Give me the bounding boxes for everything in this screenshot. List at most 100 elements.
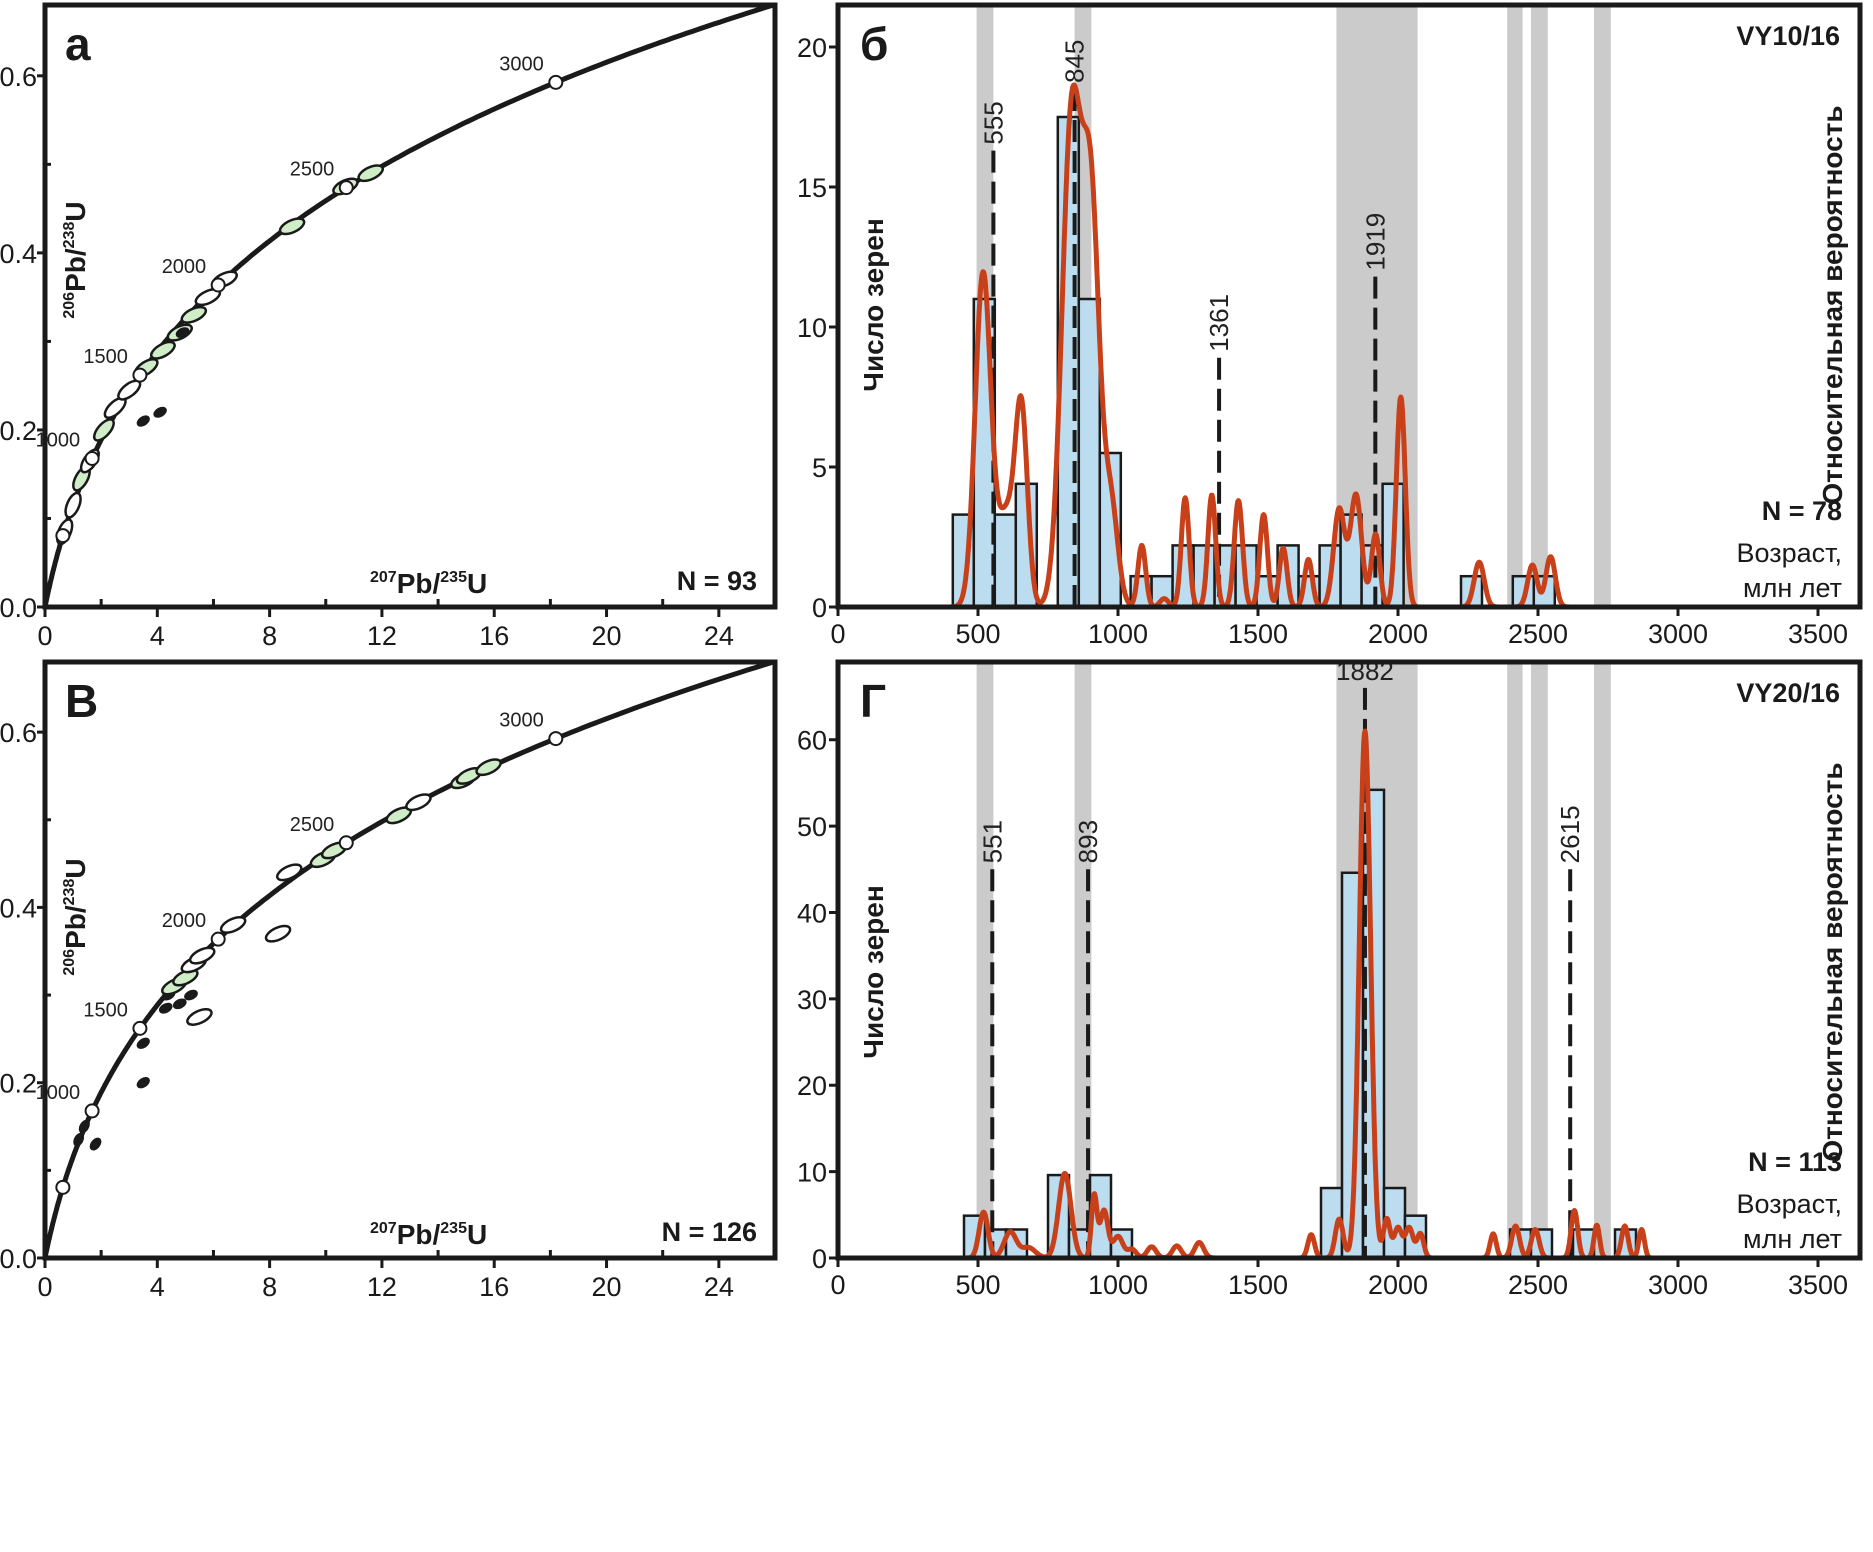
y-tick-label: 0.6 [0,718,37,748]
element-text: Pb/ [60,248,91,292]
x-tick-label: 4 [150,621,165,651]
y-tick-label: 0 [812,593,827,623]
y-axis-title: Число зерен [858,885,889,1058]
error-ellipse [172,998,187,1010]
peak-age-label: 551 [977,820,1007,863]
isotope-superscript: 207 [370,569,397,586]
concordia-age-label: 2500 [290,159,335,181]
y-tick-label: 5 [812,453,827,483]
concordia-curve [45,662,775,1258]
y-tick-label: 0.0 [0,1244,37,1274]
reference-age-band [1074,662,1092,1258]
y-tick-label: 0.4 [0,893,37,923]
x-tick-label: 24 [704,621,734,651]
concordia-age-marker [132,367,148,383]
x-tick-label: 2500 [1508,1270,1568,1300]
y-tick-label: 0.6 [0,62,37,92]
y-tick-label: 10 [797,313,827,343]
x-tick-label: 3500 [1788,619,1848,649]
reference-age-band [1507,662,1523,1258]
y-tick-label: 20 [797,1071,827,1101]
y-tick-label: 40 [797,898,827,928]
y-tick-label: 30 [797,985,827,1015]
x-axis-title: 207Pb/235U [370,1219,487,1250]
x-tick-label: 1000 [1088,1270,1148,1300]
x-tick-label: 2000 [1368,619,1428,649]
element-text: U [60,858,91,878]
x-axis-title: 207Pb/235U [370,568,487,599]
x-tick-label: 20 [592,1272,622,1302]
y-tick-label: 0.4 [0,239,37,269]
x-axis-title-line2: млн лет [1743,573,1842,603]
concordia-age-label: 1500 [83,999,128,1021]
reference-age-band [1594,662,1611,1258]
y-tick-label: 0 [812,1244,827,1274]
concordia-age-label: 1500 [83,346,128,368]
peak-age-label: 845 [1060,40,1090,83]
error-ellipse [64,491,82,519]
concordia-age-label: 3000 [499,710,544,732]
x-tick-label: 12 [367,1272,397,1302]
concordia-age-marker [338,180,354,196]
reference-age-band [1531,662,1548,1258]
concordia-age-marker [55,1179,71,1195]
isotope-superscript: 238 [61,222,78,249]
reference-age-band [976,662,994,1258]
concordia-age-marker [132,1020,148,1036]
x-tick-label: 8 [262,1272,277,1302]
y-tick-label: 0.2 [0,1069,37,1099]
element-text: Pb/ [397,568,441,599]
y-axis-title: 206Pb/238U [60,858,91,975]
x-axis-title-line1: Возраст, [1736,1189,1842,1219]
sample-id-label: VY10/16 [1736,21,1840,51]
error-ellipse [136,1037,150,1049]
x-tick-label: 0 [37,621,52,651]
peak-age-label: 893 [1073,820,1103,863]
error-ellipse [180,305,208,324]
concordia-age-marker [210,277,226,293]
error-ellipse [475,758,502,777]
x-tick-label: 20 [592,621,622,651]
x-tick-label: 16 [479,1272,509,1302]
x-tick-label: 1500 [1228,619,1288,649]
peak-age-label: 2615 [1555,805,1585,863]
y-tick-label: 0.0 [0,593,37,623]
plot-frame [835,2,1863,610]
x-tick-label: 16 [479,621,509,651]
x-tick-label: 3000 [1648,1270,1708,1300]
x-tick-label: 24 [704,1272,734,1302]
y-tick-label: 10 [797,1158,827,1188]
x-tick-label: 4 [150,1272,165,1302]
isotope-superscript: 206 [61,292,78,319]
y-axis-title: 206Pb/238U [60,201,91,318]
x-tick-label: 500 [955,619,1000,649]
secondary-y-axis-title: Относительная вероятность [1817,105,1848,504]
x-tick-label: 0 [830,619,845,649]
x-axis-title-line1: Возраст, [1736,538,1842,568]
panel-letter: Г [860,675,886,727]
plot-area [45,5,775,607]
reference-age-band [1507,5,1523,607]
panel-letter: В [65,675,98,727]
element-text: U [467,568,487,599]
concordia-age-marker [210,931,226,947]
error-ellipse [73,1132,85,1147]
panel-v: 0 4 8 12 16 20 24 0.0 0.2 0.4 0.6 1000 1500 2000 2500 3… [0,659,778,1302]
x-tick-label: 500 [955,1270,1000,1300]
panel-letter: б [860,18,888,70]
isotope-superscript: 238 [61,879,78,906]
y-axis-title: Число зерен [858,218,889,391]
error-ellipse [278,217,306,236]
error-ellipse [184,989,198,1001]
concordia-age-label: 1000 [36,1082,81,1104]
n-count-label: N = 78 [1762,496,1842,526]
error-ellipse [175,327,190,338]
probability-density-curve [836,728,1680,1261]
y-tick-label: 20 [797,33,827,63]
error-ellipse [136,415,150,427]
histogram-bar [993,513,1018,609]
peak-age-label: 555 [978,101,1008,144]
error-ellipse [158,1002,173,1014]
n-count-label: N = 126 [662,1217,757,1247]
